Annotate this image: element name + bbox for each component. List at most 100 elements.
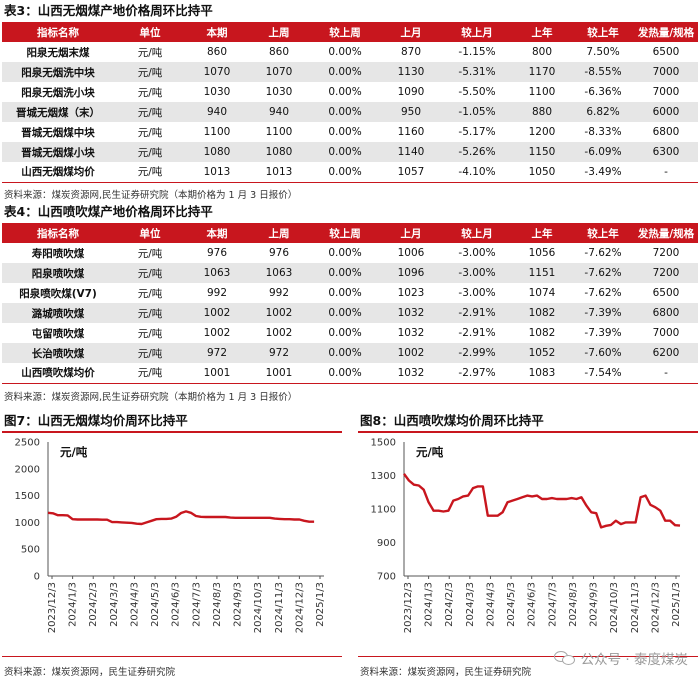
y-unit-label: 元/吨 — [416, 445, 444, 459]
x-tick-label: 2024/7/3 — [191, 582, 202, 627]
table-cell: 1090 — [397, 86, 425, 98]
row-label: 阳泉喷吹煤(V7) — [19, 287, 97, 300]
table-cell: -2.97% — [442, 363, 512, 384]
table-cell: 1150 — [512, 142, 572, 162]
table-row: 长治喷吹煤 元/吨 972 972 0.00% 1002 -2.99% 1052 -7.60% 6… — [2, 343, 698, 363]
row-label: 长治喷吹煤 — [2, 343, 114, 363]
table-cell: -7.62% — [572, 263, 634, 283]
table-row: 阳泉无烟洗小块 元/吨 1030 1030 0.00% 1090 -5.50% 1100 -6.… — [2, 82, 698, 102]
table-cell: -2.91% — [442, 303, 512, 323]
table-row: 山西喷吹煤均价 元/吨 1001 1001 0.00% 1032 -2.97% 1083 -7.… — [2, 363, 698, 384]
table-cell: 992 — [268, 287, 290, 299]
row-label: 寿阳喷吹煤 — [31, 247, 85, 260]
table3-header-cell: 上年 — [512, 22, 572, 42]
y-tick-label: 0 — [34, 572, 40, 583]
table4-header-cell: 较上月 — [442, 223, 512, 243]
table-cell: 860 — [268, 46, 290, 58]
table-cell: 0.00% — [310, 303, 380, 323]
table-cell: 1032 — [397, 327, 425, 339]
table3-header-cell: 本期 — [186, 22, 248, 42]
table-cell: 0.00% — [310, 263, 380, 283]
table-cell: 976 — [268, 247, 290, 259]
table-cell: 1170 — [512, 62, 572, 82]
table-cell: 7000 — [634, 62, 698, 82]
x-tick-label: 2024/3/3 — [109, 582, 120, 627]
table-cell: - — [634, 363, 698, 384]
table-cell: -7.39% — [584, 327, 622, 339]
table-row: 屯留喷吹煤 元/吨 1002 1002 0.00% 1032 -2.91% 1082 -7.39… — [2, 323, 698, 343]
table-row: 潞城喷吹煤 元/吨 1002 1002 0.00% 1032 -2.91% 1082 -7.39… — [2, 303, 698, 323]
table-cell: 7.50% — [586, 46, 620, 58]
table-cell: 1002 — [203, 327, 231, 339]
table-cell: 800 — [531, 46, 553, 58]
table-row: 晋城无烟煤（末） 元/吨 940 940 0.00% 950 -1.05% 880 6.82% 6… — [2, 102, 698, 122]
figure8-source-note: 资料来源：煤炭资源网，民生证券研究院 — [360, 667, 532, 678]
figure8-title: 图8：山西喷吹煤均价周环比持平 — [360, 413, 544, 428]
x-tick-label: 2024/5/3 — [150, 582, 161, 627]
table-row: 晋城无烟煤小块 元/吨 1080 1080 0.00% 1140 -5.26% 1150 -6.… — [2, 142, 698, 162]
row-label: 山西喷吹煤均价 — [2, 363, 114, 384]
table-row: 山西无烟煤均价 元/吨 1013 1013 0.00% 1057 -4.10% 1050 -3.… — [2, 162, 698, 183]
figure7-top-rule — [2, 431, 342, 433]
table-row: 阳泉无烟末煤 元/吨 860 860 0.00% 870 -1.15% 800 7.50% 650… — [2, 42, 698, 62]
table-cell: 元/吨 — [114, 343, 186, 363]
table-cell: -5.50% — [458, 86, 496, 98]
y-tick-label: 500 — [21, 545, 40, 556]
x-tick-label: 2024/4/3 — [485, 582, 496, 627]
table-cell: - — [634, 162, 698, 183]
y-tick-label: 2500 — [15, 438, 40, 449]
table3-anthracite-prices: 指标名称 单位 本期 上周 较上周 上月 较上月 上年 较上年 发热量/规格 阳泉无烟末煤 元/吨 8… — [2, 22, 698, 183]
table4-header-cell: 发热量/规格 — [634, 223, 698, 243]
table-cell: 1063 — [186, 263, 248, 283]
table-cell: 1057 — [380, 162, 442, 183]
table-cell: 1032 — [380, 303, 442, 323]
series-line — [47, 510, 315, 526]
table-cell: 元/吨 — [137, 247, 163, 260]
x-tick-label: 2024/9/3 — [233, 582, 244, 627]
table-cell: 0.00% — [328, 126, 362, 138]
figure8-line-chart: 700 900 1100 1300 1500 2023/12/3 2024/1/3 2024/… — [371, 438, 682, 634]
x-tick-label: 2023/12/3 — [403, 582, 414, 633]
x-tick-label: 2024/10/3 — [253, 582, 264, 633]
table4-pci-coal-prices: 指标名称 单位 本期 上周 较上周 上月 较上月 上年 较上年 发热量/规格 寿阳喷吹煤 元/吨 97… — [2, 223, 698, 384]
table3-header-cell: 上周 — [248, 22, 310, 42]
table-cell: 1130 — [380, 62, 442, 82]
row-label: 晋城无烟煤小块 — [2, 142, 114, 162]
table-cell: 0.00% — [310, 162, 380, 183]
row-label: 阳泉无烟洗中块 — [2, 62, 114, 82]
x-tick-label: 2024/10/3 — [609, 582, 620, 633]
table-cell: 6300 — [634, 142, 698, 162]
table-row: 阳泉无烟洗中块 元/吨 1070 1070 0.00% 1130 -5.31% 1170 -8.… — [2, 62, 698, 82]
table-cell: -3.00% — [458, 287, 496, 299]
table-cell: 0.00% — [328, 46, 362, 58]
table-cell: 1032 — [380, 363, 442, 384]
table-cell: -5.17% — [458, 126, 496, 138]
table3-header-cell: 指标名称 — [2, 22, 114, 42]
figure7-bottom-rule — [2, 656, 342, 657]
x-tick-label: 2024/1/3 — [68, 582, 79, 627]
table-row: 阳泉喷吹煤 元/吨 1063 1063 0.00% 1096 -3.00% 1151 -7.62… — [2, 263, 698, 283]
table-cell: -6.36% — [584, 86, 622, 98]
table-cell: -8.55% — [572, 62, 634, 82]
wechat-icon — [553, 650, 576, 666]
table-cell: 1023 — [397, 287, 425, 299]
y-unit-label: 元/吨 — [60, 445, 88, 459]
table4-header-cell: 单位 — [114, 223, 186, 243]
table-cell: -4.10% — [442, 162, 512, 183]
row-label: 阳泉无烟末煤 — [26, 46, 90, 59]
table3-header-cell: 单位 — [114, 22, 186, 42]
table-cell: 元/吨 — [114, 102, 186, 122]
table-cell: 元/吨 — [137, 46, 163, 59]
table4-header-cell: 较上年 — [572, 223, 634, 243]
x-tick-label: 2024/3/3 — [465, 582, 476, 627]
figure7-title: 图7：山西无烟煤均价周环比持平 — [4, 413, 188, 428]
table-cell: 7200 — [634, 263, 698, 283]
table-cell: 6500 — [652, 287, 680, 299]
table-cell: 6800 — [634, 303, 698, 323]
table-cell: 1056 — [528, 247, 556, 259]
table-cell: 1002 — [265, 327, 293, 339]
x-tick-label: 2024/6/3 — [171, 582, 182, 627]
table-cell: 1006 — [397, 247, 425, 259]
y-tick-label: 700 — [377, 572, 396, 583]
table-cell: 7200 — [652, 247, 680, 259]
